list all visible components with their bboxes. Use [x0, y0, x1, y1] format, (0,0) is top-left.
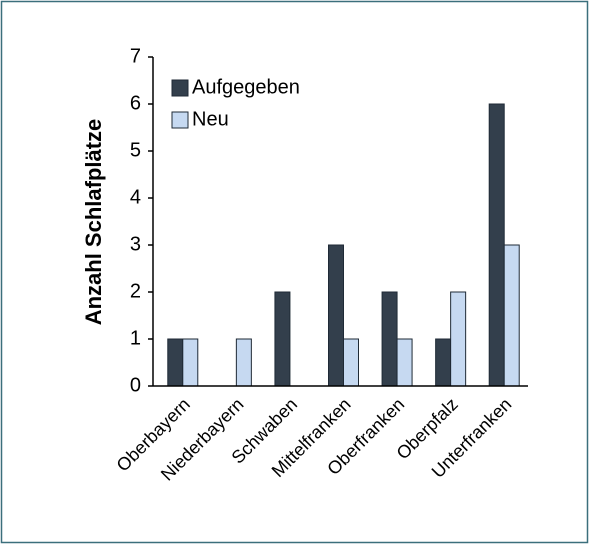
bar — [182, 338, 199, 387]
bar — [450, 291, 467, 387]
legend-swatch — [171, 111, 189, 129]
y-tick-label: 2 — [130, 280, 141, 302]
bar — [343, 338, 359, 387]
bar — [381, 291, 398, 387]
y-tick-label: 6 — [130, 92, 141, 114]
legend-label: Neu — [192, 108, 229, 130]
legend-label: Aufgegeben — [192, 76, 300, 98]
y-tick-label: 7 — [130, 45, 141, 67]
bar — [274, 291, 291, 387]
bar — [328, 244, 344, 387]
legend-swatch — [171, 79, 189, 97]
y-tick-label: 4 — [130, 186, 141, 208]
y-tick-label: 1 — [130, 327, 141, 349]
y-tick-label: 5 — [130, 139, 141, 161]
bar — [396, 338, 413, 387]
bar — [488, 103, 505, 387]
y-tick-label: 3 — [130, 233, 141, 255]
bar — [235, 338, 252, 387]
y-axis-title: Anzahl Schlafplätze — [81, 119, 106, 326]
y-tick-label: 0 — [130, 374, 141, 396]
bar — [503, 244, 520, 387]
bar — [167, 338, 184, 387]
bar — [435, 338, 452, 387]
